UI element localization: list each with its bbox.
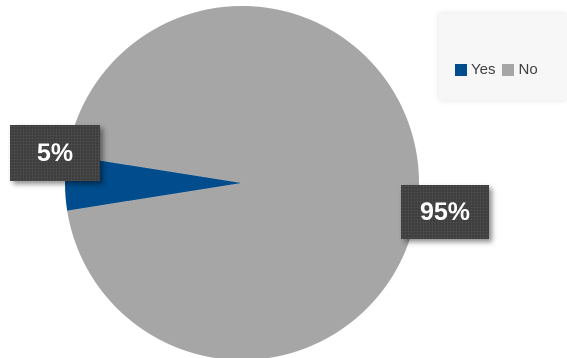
legend-label-no: No: [518, 61, 538, 78]
legend-box: [439, 14, 567, 100]
legend-label-yes: Yes: [471, 61, 496, 78]
legend-entry-no: No: [502, 61, 538, 78]
data-label-yes: 5%: [10, 125, 100, 181]
legend-swatch-no: [502, 63, 515, 76]
slice-no: [67, 6, 420, 358]
legend-entry-yes: Yes: [455, 61, 495, 78]
slice-yes: [65, 155, 242, 211]
legend: Yes No: [455, 61, 545, 78]
legend-swatch-yes: [455, 63, 467, 76]
data-label-no: 95%: [401, 185, 489, 239]
